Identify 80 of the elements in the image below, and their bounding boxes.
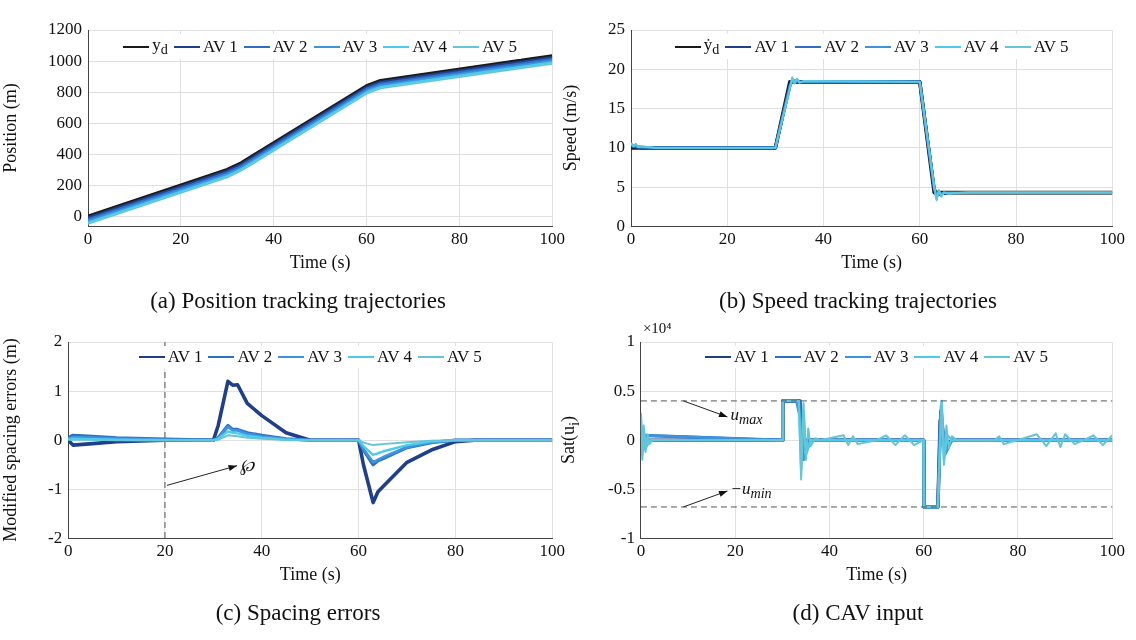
x-tick-label: 40 [265,229,283,249]
x-axis-title: Time (s) [846,564,908,586]
x-axis-title: Time (s) [289,252,351,274]
x-tick-label: 80 [450,229,468,249]
x-tick-label: 100 [539,541,565,561]
ref-line-label: −u$_{min}$ [730,478,772,504]
y-tick-label: 1 [53,380,63,400]
x-tick-label: 60 [358,229,376,249]
legend-label: AV 1 [754,36,790,57]
y-tick-label: -1 [47,478,63,498]
text: (c) Spacing errors [215,600,381,626]
y-tick-label: -0.5 [607,478,635,498]
y-tick-label: 15 [608,98,625,118]
y-axis-title: Modified spacing errors (m) [0,338,21,542]
y-tick-label: 0 [73,205,82,225]
y-tick-label: 1 [626,331,635,351]
legend-label: AV 3 [342,36,378,57]
x-tick-label: 60 [911,229,929,249]
x-tick-label: 20 [726,541,744,561]
legend-label: AV 1 [734,347,769,367]
y-tick-label: 200 [56,174,82,194]
x-tick-label: 40 [253,541,271,561]
legend-label: AV 5 [1033,36,1069,57]
y-tick-label: 400 [56,143,82,163]
y-tick-label: 5 [616,176,625,196]
legend-label: AV 2 [272,36,308,57]
x-axis-title: Time (s) [279,564,341,586]
text: (a) Position tracking trajectories [150,288,446,314]
legend-label: AV 4 [377,347,412,367]
legend-label: AV 2 [824,36,859,57]
y-tick-label: 2 [53,331,63,351]
text: ×10⁴ [642,320,672,337]
x-tick-label: 20 [172,229,190,249]
x-tick-label: 20 [718,229,736,249]
x-tick-label: 40 [820,541,838,561]
y-tick-label: 800 [56,81,82,101]
y-tick-label: 0 [616,215,625,235]
legend-label: AV 1 [202,36,238,57]
y-tick-label: 0 [626,429,635,449]
x-axis-title: Time (s) [841,252,903,274]
x-tick-label: 40 [815,229,832,249]
y-tick-label: 1000 [48,50,82,70]
x-tick-label: 80 [446,541,464,561]
legend-label: AV 2 [237,347,273,367]
y-tick-label: 600 [56,112,82,132]
y-tick-label: 20 [608,58,625,78]
y-tick-label: 10 [608,137,625,157]
legend-label: AV 5 [482,36,517,57]
legend-label: AV 3 [894,36,929,57]
legend-label: AV 3 [307,347,343,367]
legend-label: AV 4 [943,347,979,367]
legend-label: AV 2 [803,347,839,367]
legend-label: AV 4 [412,36,448,57]
legend-label: y$_{d}$ [152,35,168,59]
x-tick-label: 60 [350,541,368,561]
legend-label: ẏ$_{d}$ [703,35,720,59]
y-tick-label: 0.5 [613,380,635,400]
y-axis-title: Position (m) [0,83,21,173]
ref-line-label: ℘ [240,455,254,476]
y-tick-label: 1200 [48,19,82,39]
x-tick-label: 100 [539,229,565,249]
x-tick-label: 100 [1099,541,1125,561]
x-tick-label: 80 [1007,229,1025,249]
text: (b) Speed tracking trajectories [719,288,997,314]
legend-label: AV 1 [167,347,203,367]
legend-label: AV 5 [446,347,482,367]
ref-line-label: u$_{max}$ [730,404,763,430]
x-tick-label: 60 [915,541,933,561]
legend-label: AV 5 [1013,347,1049,367]
y-tick-label: 25 [608,19,625,39]
legend-label: AV 3 [873,347,909,367]
y-axis-title: Speed (m/s) [559,84,581,172]
y-tick-label: -2 [47,527,63,547]
y-tick-label: 0 [53,429,63,449]
x-tick-label: 20 [156,541,174,561]
x-tick-label: 100 [1099,229,1125,249]
y-tick-label: -1 [620,527,635,547]
x-tick-label: 80 [1009,541,1027,561]
legend-label: AV 4 [963,36,999,57]
text: (d) CAV input [792,600,924,626]
